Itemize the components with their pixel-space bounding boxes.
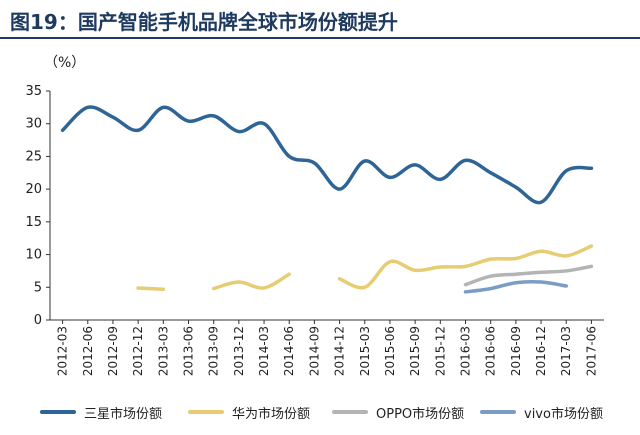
legend-label: vivo市场份额 (524, 407, 603, 422)
series-华为-line (211, 272, 291, 291)
series-华为-line (337, 244, 594, 290)
x-tick-label: 2014-03 (257, 326, 271, 376)
x-tick-label: 2013-09 (207, 326, 221, 376)
x-tick-label: 2015-03 (358, 326, 372, 376)
line-chart: 0 5 10 15 20 25 30 35 2012-03 2012-06 2012-09 2012-… (25, 84, 604, 376)
legend-swatch (188, 410, 224, 414)
y-tick-label: 35 (25, 84, 42, 99)
legend-label: 华为市场份额 (232, 407, 311, 422)
x-tick-label: 2016-09 (509, 326, 523, 376)
x-tick-label: 2016-03 (459, 326, 473, 376)
x-tick-label: 2013-06 (182, 326, 196, 376)
x-tick-label: 2014-06 (282, 326, 296, 376)
y-axis-unit-label: （%） (44, 55, 86, 71)
x-tick-label: 2014-09 (307, 326, 321, 376)
y-tick-label: 5 (34, 280, 42, 295)
x-tick-label: 2012-06 (81, 326, 95, 376)
y-tick-label: 20 (25, 182, 42, 197)
legend-swatch (332, 410, 368, 414)
x-tick-label: 2017-03 (559, 326, 573, 376)
x-tick-label: 2013-12 (232, 326, 246, 376)
figure-title: 图19：国产智能手机品牌全球市场份额提升 (10, 10, 398, 34)
x-tick-label: 2013-03 (156, 326, 170, 376)
x-tick-label: 2016-12 (534, 326, 548, 376)
legend-swatch (40, 410, 76, 414)
series-三星-line (60, 105, 594, 205)
y-tick-label: 15 (25, 215, 42, 230)
x-tick-label: 2016-06 (484, 326, 498, 376)
legend-swatch (480, 410, 516, 414)
x-tick-label: 2012-09 (106, 326, 120, 376)
series-vivo-line (463, 279, 568, 294)
x-tick-label: 2015-12 (433, 326, 447, 376)
series-华为-line (136, 286, 166, 291)
y-tick-label: 0 (34, 313, 42, 328)
x-tick-label: 2015-06 (383, 326, 397, 376)
legend-label: 三星市场份额 (84, 407, 163, 422)
x-tick-label: 2014-12 (333, 326, 347, 376)
x-tick-label: 2015-09 (408, 326, 422, 376)
x-tick-label: 2012-12 (131, 326, 145, 376)
y-tick-label: 30 (25, 117, 42, 132)
series-oppo-line (463, 264, 594, 287)
title-underline (0, 37, 640, 39)
y-tick-label: 10 (25, 248, 42, 263)
x-tick-label: 2012-03 (56, 326, 70, 376)
figure-title-bar: 图19：国产智能手机品牌全球市场份额提升 (0, 0, 640, 40)
chart-legend: 三星市场份额 华为市场份额 OPPO市场份额 vivo市场份额 (40, 401, 640, 425)
legend-label: OPPO市场份额 (376, 407, 465, 422)
x-tick-label: 2017-06 (584, 326, 598, 376)
y-tick-label: 25 (25, 149, 42, 164)
